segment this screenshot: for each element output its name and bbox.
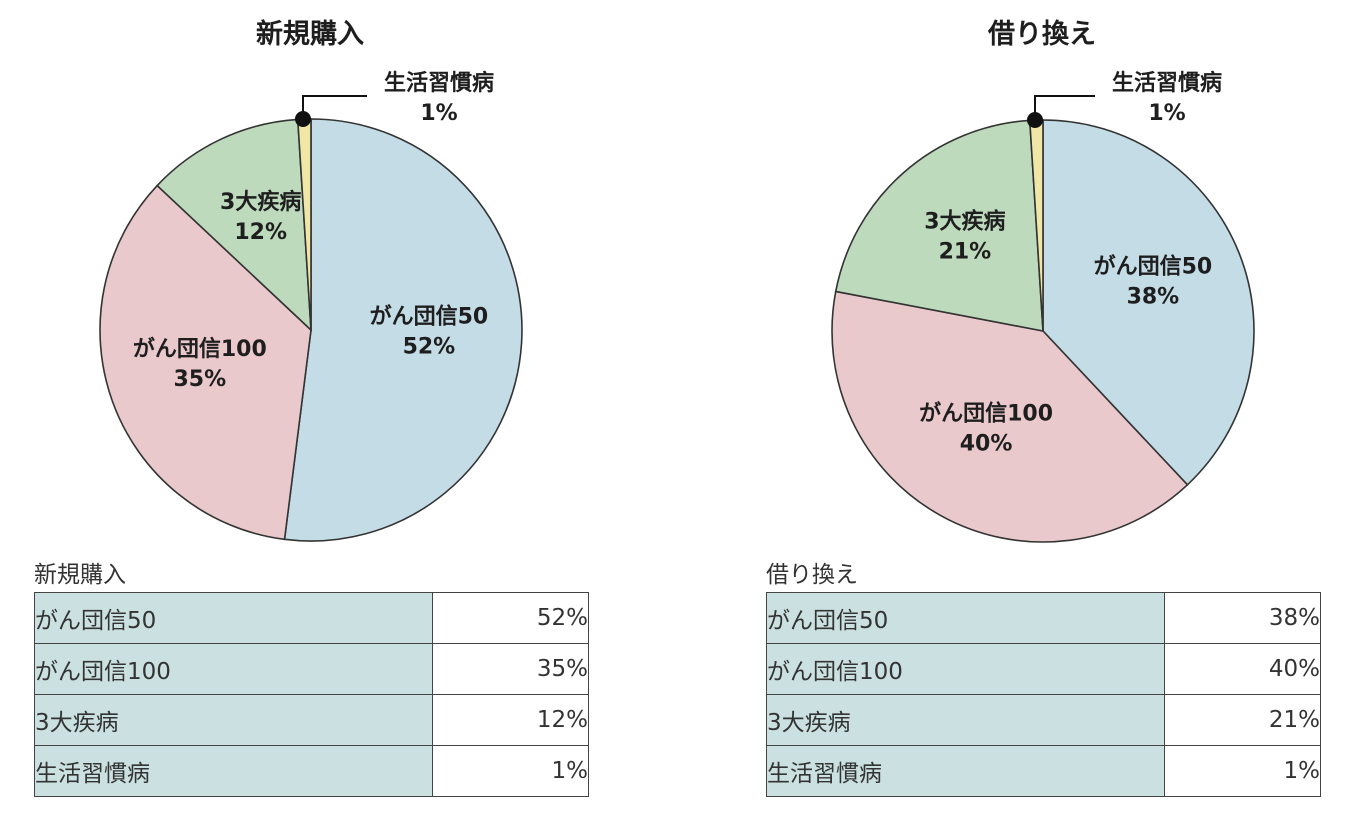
- slice-gan-50: [283, 118, 523, 542]
- table-row: がん団信100 35%: [34, 643, 589, 695]
- table-row: 3大疾病 12%: [34, 694, 589, 746]
- table-cell-value: 1%: [432, 745, 589, 797]
- slice-label: がん団信100: [919, 401, 1053, 427]
- pie-chart-refinance: がん団信50 38% がん団信100 40% 3大疾病 21% 生活習慣病 1%: [831, 70, 1255, 543]
- table-caption: 借り換え: [766, 562, 858, 588]
- table-cell-value: 12%: [432, 694, 589, 746]
- table-caption: 新規購入: [34, 562, 126, 588]
- slice-label: がん団信100: [133, 336, 267, 362]
- table-cell-name: がん団信50: [766, 592, 1165, 644]
- table-cell-name: 生活習慣病: [34, 745, 433, 797]
- table-cell-value: 52%: [432, 592, 589, 644]
- pie-chart-new-purchase: がん団信50 52% がん団信100 35% 3大疾病 12% 生活習慣病 1%: [99, 70, 523, 542]
- table-cell-name: 3大疾病: [34, 694, 433, 746]
- callout-line: [1034, 95, 1095, 120]
- slice-value-label: 1%: [1148, 101, 1185, 126]
- slice-value-label: 12%: [234, 220, 287, 245]
- slice-value-label: 35%: [173, 367, 226, 392]
- table-row: 生活習慣病 1%: [766, 745, 1321, 797]
- slice-gan-50: [1042, 119, 1255, 486]
- table-cell-name: 生活習慣病: [766, 745, 1165, 797]
- table-cell-value: 1%: [1164, 745, 1321, 797]
- slice-value-label: 21%: [939, 239, 992, 264]
- slice-value-label: 52%: [403, 334, 456, 359]
- slice-label: 3大疾病: [924, 208, 1005, 234]
- data-table-refinance: がん団信50 38% がん団信100 40% 3大疾病 21% 生活習慣病 1%: [766, 592, 1321, 797]
- slice-3-major-diseases: [834, 119, 1044, 332]
- slice-value-label: 38%: [1127, 285, 1180, 310]
- chart-title: 新規購入: [256, 19, 364, 50]
- slice-label: がん団信50: [370, 303, 489, 329]
- slice-label: 生活習慣病: [384, 70, 494, 96]
- table-cell-value: 35%: [432, 643, 589, 695]
- slice-value-label: 40%: [960, 432, 1013, 457]
- table-row: 3大疾病 21%: [766, 694, 1321, 746]
- table-row: がん団信50 52%: [34, 592, 589, 644]
- chart-panel-refinance: 借り換え がん団信50 38% がん団信100 40% 3大疾病 21% 生活習慣病 1% 借…: [674, 0, 1348, 817]
- callout-line: [302, 95, 367, 119]
- chart-title: 借り換え: [988, 19, 1096, 50]
- slice-gan-100: [99, 184, 312, 541]
- table-row: がん団信50 38%: [766, 592, 1321, 644]
- slice-gan-100: [831, 290, 1189, 543]
- table-cell-name: がん団信100: [34, 643, 433, 695]
- table-cell-name: がん団信100: [766, 643, 1165, 695]
- slice-label: 生活習慣病: [1112, 70, 1222, 96]
- chart-panel-new-purchase: 新規購入 がん団信50 52% がん団信100 35% 3大疾病 12% 生活習慣病 1% 新…: [34, 19, 589, 797]
- table-cell-value: 40%: [1164, 643, 1321, 695]
- slice-3-major-diseases: [156, 118, 312, 332]
- table-row: がん団信100 40%: [766, 643, 1321, 695]
- table-row: 生活習慣病 1%: [34, 745, 589, 797]
- table-cell-value: 21%: [1164, 694, 1321, 746]
- table-cell-name: 3大疾病: [766, 694, 1165, 746]
- table-cell-value: 38%: [1164, 592, 1321, 644]
- slice-value-label: 1%: [420, 101, 457, 126]
- data-table-new-purchase: がん団信50 52% がん団信100 35% 3大疾病 12% 生活習慣病 1%: [34, 592, 589, 797]
- table-cell-name: がん団信50: [34, 592, 433, 644]
- slice-label: がん団信50: [1094, 254, 1213, 280]
- slice-label: 3大疾病: [220, 189, 301, 215]
